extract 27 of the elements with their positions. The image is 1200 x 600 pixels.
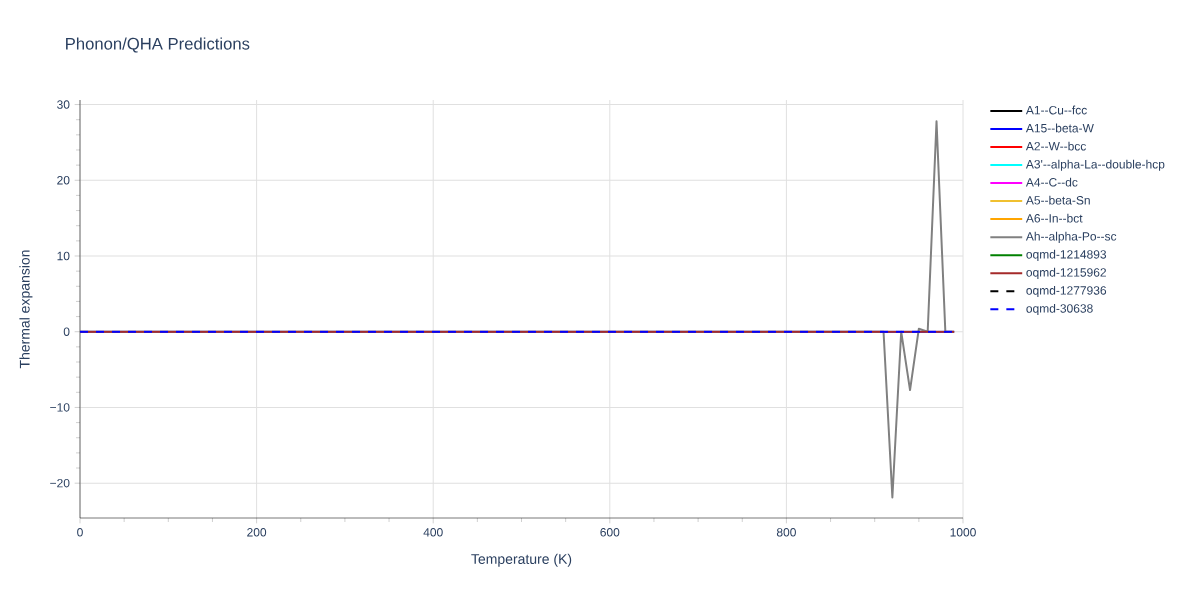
y-tick-label: −10 — [50, 403, 70, 412]
legend-label: A4--C--dc — [1025, 177, 1078, 187]
legend-label: A15--beta-W — [1025, 123, 1094, 133]
x-tick-label: 600 — [600, 528, 620, 537]
y-axis-title: Thermal expansion — [19, 250, 33, 369]
x-tick-label: 200 — [247, 528, 267, 537]
y-tick-label: 20 — [57, 176, 70, 185]
x-axis-title: Temperature (K) — [471, 553, 572, 567]
x-tick-label: 400 — [423, 528, 443, 537]
y-tick-label: −20 — [50, 478, 70, 488]
legend-label: A6--In--bct — [1025, 213, 1083, 223]
y-tick-label: 0 — [63, 327, 70, 336]
legend-label: A1--Cu--fcc — [1025, 105, 1087, 115]
legend-label: Ah--alpha-Po--sc — [1025, 231, 1117, 243]
legend-label: A2--W--bcc — [1025, 141, 1087, 151]
legend-label: oqmd-1215962 — [1026, 267, 1106, 280]
x-tick-label: 800 — [776, 528, 796, 537]
chart-title: Phonon/QHA Predictions — [66, 37, 250, 53]
x-tick-label: 1000 — [950, 528, 976, 537]
legend-label: A5--beta-Sn — [1025, 195, 1090, 205]
y-tick-label: 30 — [57, 100, 70, 109]
legend-label: A3'--alpha-La--double-hcp — [1025, 159, 1165, 171]
legend-label: oqmd-1277936 — [1026, 285, 1107, 298]
legend-label: oqmd-30638 — [1026, 303, 1093, 316]
x-tick-label: 0 — [77, 528, 83, 537]
legend-label: oqmd-1214893 — [1026, 249, 1107, 262]
y-tick-label: 10 — [57, 251, 70, 261]
